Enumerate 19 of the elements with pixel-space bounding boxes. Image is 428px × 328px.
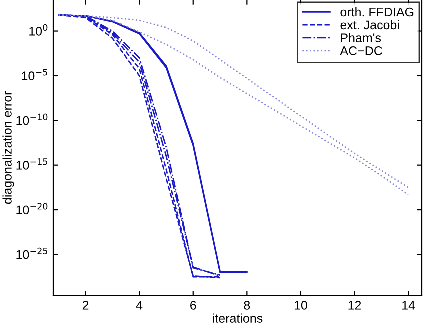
legend-label: orth. FFDIAG bbox=[340, 8, 414, 17]
legend-label: Pham's bbox=[341, 33, 382, 42]
x-tick-label: 4 bbox=[136, 301, 143, 310]
y-tick-label: 10$^{−20}$ bbox=[16, 203, 48, 215]
x-tick-label: 14 bbox=[402, 301, 416, 310]
x-tick-label: 6 bbox=[190, 301, 196, 310]
y-tick-label: 10$^{−10}$ bbox=[16, 114, 48, 126]
x-axis-title: iterations bbox=[213, 314, 263, 323]
x-tick-label: 2 bbox=[82, 301, 89, 310]
y-axis-title: diagonalization error bbox=[2, 92, 14, 204]
legend-label: AC−DC bbox=[340, 46, 382, 56]
x-tick-label: 8 bbox=[244, 301, 250, 310]
y-tick-label: 10$^{−25}$ bbox=[16, 248, 48, 260]
y-tick-label: 10$^{−5}$ bbox=[22, 69, 48, 81]
y-tick-label: 10$^{−15}$ bbox=[16, 158, 48, 170]
x-tick-label: 10 bbox=[294, 301, 308, 310]
legend-label: ext. Jacobi bbox=[340, 20, 400, 30]
x-tick-label: 12 bbox=[348, 301, 362, 310]
y-tick-label: 10$^{0}$ bbox=[30, 24, 48, 36]
